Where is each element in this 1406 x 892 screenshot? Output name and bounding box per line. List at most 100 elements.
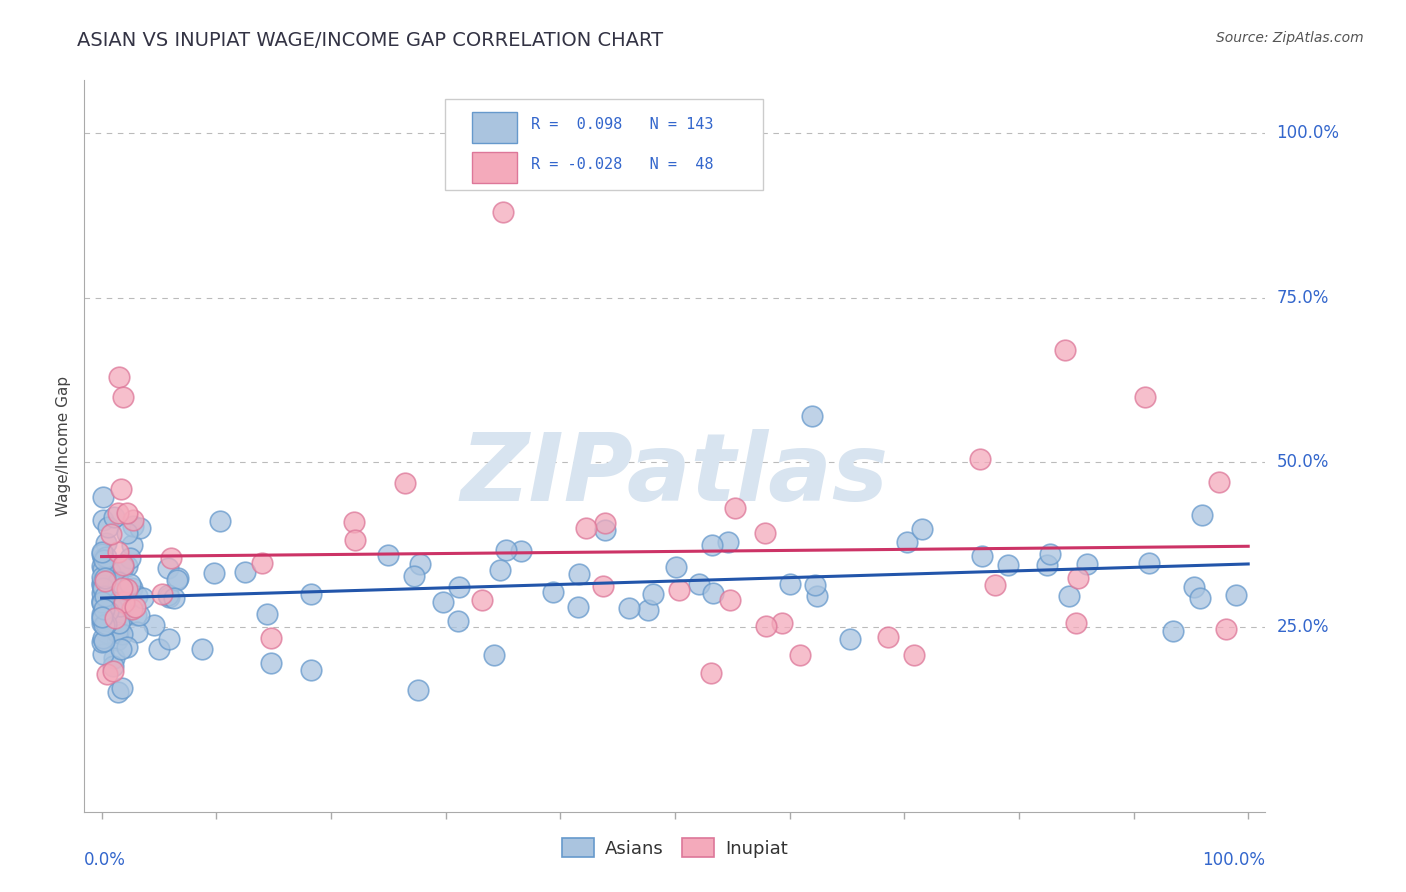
Point <box>668 582 690 597</box>
Point <box>121 538 143 552</box>
Point <box>111 681 134 696</box>
Point <box>128 521 150 535</box>
Point <box>482 648 505 662</box>
Point <box>93 618 115 632</box>
Point <box>1053 343 1076 358</box>
FancyBboxPatch shape <box>472 153 516 183</box>
Point <box>260 656 283 670</box>
Point <box>406 683 429 698</box>
Point <box>877 630 900 644</box>
Point <box>789 648 811 662</box>
Point <box>641 587 664 601</box>
Point <box>96 666 118 681</box>
Text: 100.0%: 100.0% <box>1277 124 1340 142</box>
Point <box>124 599 146 614</box>
Point <box>120 576 142 591</box>
Point <box>91 562 114 576</box>
Point <box>93 606 115 620</box>
Text: R = -0.028   N =  48: R = -0.028 N = 48 <box>531 157 713 172</box>
Point <box>91 573 114 587</box>
Point <box>488 563 510 577</box>
Point <box>93 613 115 627</box>
Point <box>509 544 531 558</box>
Point <box>90 547 112 561</box>
Point <box>143 617 166 632</box>
Point <box>107 545 129 559</box>
Point <box>90 593 112 607</box>
Point <box>108 369 131 384</box>
Point <box>96 615 118 630</box>
Point <box>1161 624 1184 639</box>
Point <box>1057 589 1080 603</box>
Point <box>96 573 118 587</box>
Point <box>157 632 180 647</box>
Point <box>110 482 132 496</box>
Point <box>235 566 257 580</box>
Point <box>94 616 117 631</box>
Point <box>148 642 170 657</box>
Point <box>1225 589 1247 603</box>
Point <box>619 600 641 615</box>
Point <box>91 570 114 584</box>
Point <box>1208 475 1230 490</box>
Point <box>1064 616 1087 631</box>
Text: 100.0%: 100.0% <box>1202 851 1265 869</box>
Point <box>91 595 114 609</box>
Point <box>394 476 416 491</box>
Point <box>121 582 143 596</box>
Point <box>1137 556 1160 570</box>
Point <box>105 624 128 639</box>
Point <box>90 635 112 649</box>
Point <box>984 578 1007 592</box>
Point <box>166 573 188 587</box>
Point <box>108 624 131 638</box>
Point <box>770 615 793 630</box>
Point <box>112 595 135 609</box>
Point <box>108 558 131 573</box>
Point <box>97 604 120 618</box>
FancyBboxPatch shape <box>444 99 763 190</box>
Point <box>299 663 322 677</box>
Point <box>122 513 145 527</box>
Point <box>93 602 115 616</box>
Point <box>100 599 122 614</box>
Point <box>115 559 138 574</box>
Point <box>91 647 114 661</box>
Point <box>115 588 138 602</box>
Point <box>801 409 824 424</box>
Point <box>343 515 366 529</box>
Point <box>567 566 589 581</box>
Point <box>665 560 688 574</box>
Text: 25.0%: 25.0% <box>1277 618 1329 636</box>
Point <box>717 535 740 549</box>
Point <box>91 490 114 504</box>
Point <box>700 666 723 681</box>
Point <box>409 557 432 571</box>
Point <box>107 574 129 589</box>
Point <box>115 506 138 520</box>
Point <box>107 575 129 590</box>
Point <box>256 607 278 621</box>
Point <box>98 566 121 580</box>
Point <box>111 582 134 596</box>
Point <box>779 577 801 591</box>
Point <box>104 622 127 636</box>
Point <box>260 631 283 645</box>
Legend: Asians, Inupiat: Asians, Inupiat <box>554 831 796 865</box>
Point <box>93 575 115 590</box>
Text: ZIPatlas: ZIPatlas <box>461 429 889 521</box>
Point <box>103 570 125 584</box>
Point <box>1215 622 1237 636</box>
Point <box>105 632 128 647</box>
Point <box>344 533 367 548</box>
Point <box>903 648 925 663</box>
Point <box>806 589 828 603</box>
Point <box>447 580 470 594</box>
Point <box>997 558 1019 573</box>
Y-axis label: Wage/Income Gap: Wage/Income Gap <box>56 376 72 516</box>
Point <box>91 610 114 624</box>
FancyBboxPatch shape <box>472 112 516 143</box>
Point <box>157 588 180 602</box>
Point <box>1039 547 1062 561</box>
Point <box>127 624 149 639</box>
